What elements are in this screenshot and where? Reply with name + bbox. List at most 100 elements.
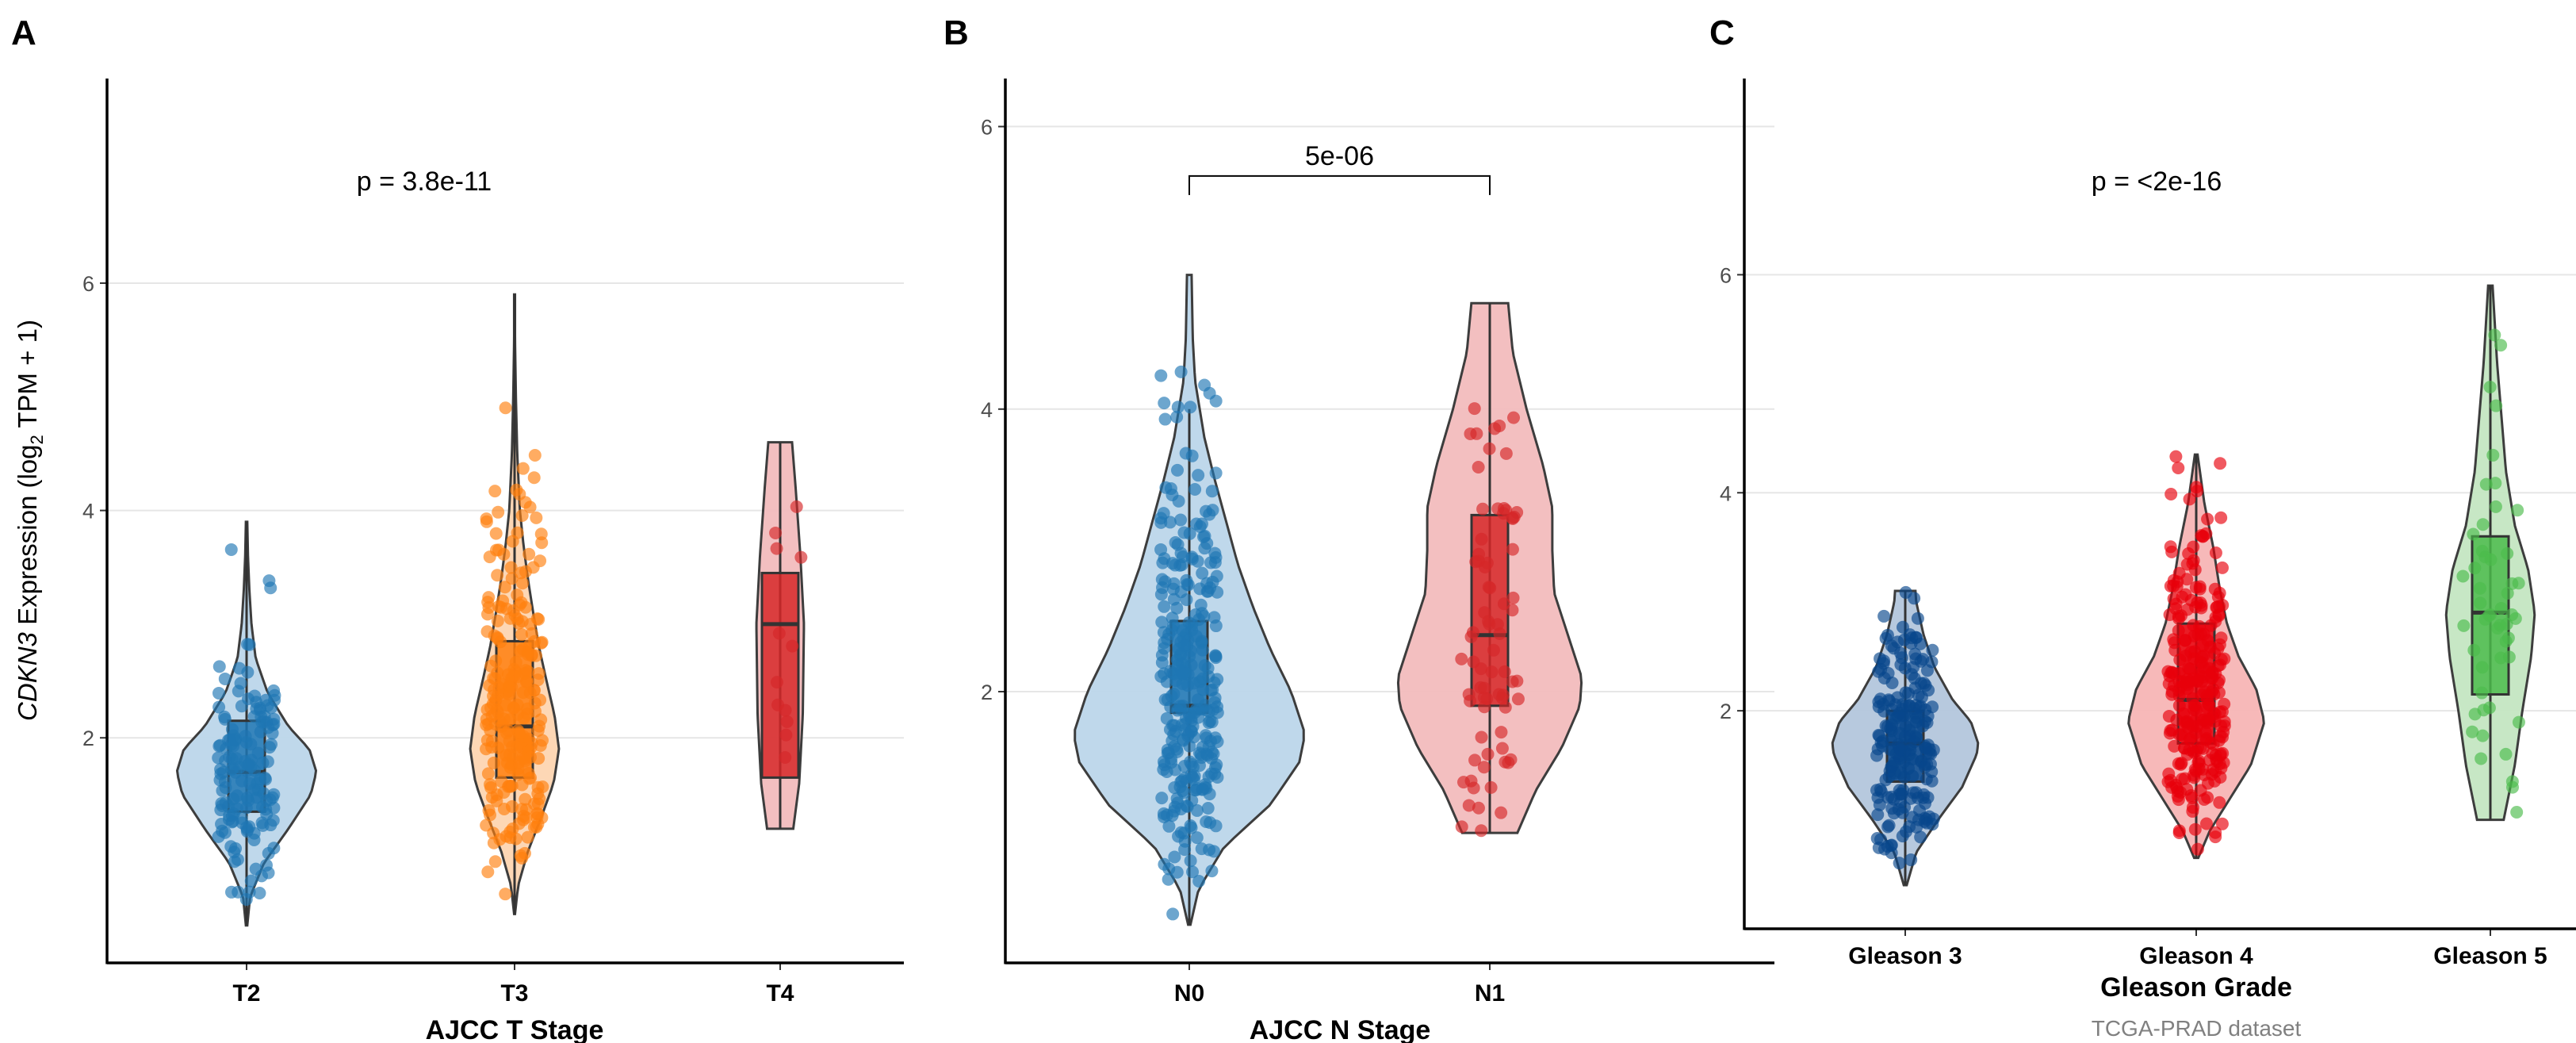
panel-b: 2 4 6 N0 N1 5e-06 (981, 79, 1774, 1007)
data-point (264, 701, 278, 715)
data-point (1171, 538, 1185, 551)
y-tick-label: 4 (981, 398, 993, 422)
data-point (2510, 805, 2524, 819)
data-point (267, 842, 281, 855)
data-point (2475, 752, 2488, 765)
data-point (1885, 639, 1898, 653)
data-point (1874, 736, 1888, 750)
data-point (519, 496, 532, 509)
data-point (535, 635, 549, 649)
data-point (2489, 500, 2502, 513)
data-point (1495, 692, 1509, 705)
data-point (1899, 686, 1912, 700)
data-point (1898, 730, 1912, 743)
data-point (1209, 819, 1223, 833)
data-point (1210, 569, 1223, 583)
data-point (1204, 684, 1218, 697)
data-point (2217, 725, 2230, 738)
data-point (772, 627, 786, 640)
data-point (2188, 823, 2202, 836)
data-point (1497, 597, 1510, 611)
data-point (1474, 681, 1487, 694)
data-point (2475, 686, 2489, 700)
data-point (1477, 761, 1491, 774)
data-point (2165, 545, 2179, 558)
data-point (1188, 483, 1202, 497)
x-tick-label: Gleason 4 (2139, 943, 2253, 969)
data-point (1482, 581, 1495, 594)
data-point (1918, 761, 1931, 774)
data-point (1202, 716, 1215, 730)
data-point (521, 707, 534, 721)
data-point (1165, 689, 1178, 703)
data-point (1464, 630, 1478, 643)
data-point (507, 669, 521, 683)
data-point (2186, 692, 2199, 705)
data-point (500, 756, 514, 769)
data-point (223, 809, 236, 823)
data-point (2199, 732, 2213, 746)
data-point (225, 885, 239, 899)
data-point (2165, 665, 2179, 679)
data-point (1191, 554, 1204, 568)
data-point (2190, 481, 2203, 494)
data-point (2512, 715, 2525, 729)
data-point (2209, 830, 2222, 844)
data-point (1475, 532, 1488, 546)
data-point (1455, 820, 1468, 834)
data-point (2478, 612, 2492, 626)
data-point (1175, 558, 1188, 572)
data-point (480, 515, 493, 528)
y-tick-label: 4 (82, 500, 94, 523)
data-point (1155, 792, 1169, 805)
x-tick-label: T3 (500, 980, 528, 1007)
data-point (1172, 830, 1185, 843)
data-point (2457, 619, 2471, 632)
data-point (1178, 717, 1192, 730)
data-point (1506, 591, 1520, 604)
data-point (2188, 563, 2202, 577)
data-point (1468, 402, 1481, 416)
data-point (1155, 615, 1169, 629)
x-tick-label: N1 (1475, 980, 1505, 1007)
data-point (2180, 573, 2194, 586)
data-point (232, 684, 245, 698)
data-point (1476, 502, 1490, 516)
data-point (1158, 600, 1171, 613)
data-point (1181, 577, 1194, 591)
data-point (241, 638, 255, 651)
y-tick-label: 6 (1720, 263, 1732, 287)
data-point (488, 855, 502, 869)
data-point (1158, 552, 1171, 566)
data-point (1909, 786, 1923, 800)
data-point (508, 608, 522, 622)
data-point (1196, 530, 1210, 543)
data-point (2201, 512, 2214, 526)
data-point (1190, 803, 1204, 817)
data-point (1158, 397, 1171, 410)
data-point (1917, 677, 1931, 690)
data-point (528, 449, 542, 462)
data-point (1472, 460, 1485, 474)
data-point (1468, 753, 1482, 767)
data-point (534, 554, 547, 568)
data-point (1155, 573, 1169, 586)
data-point (1925, 774, 1939, 788)
data-point (268, 688, 281, 702)
x-tick-label: T4 (766, 980, 794, 1007)
data-point (1188, 769, 1201, 783)
significance-bracket (1188, 174, 1491, 195)
data-point (523, 686, 537, 700)
data-point (2218, 697, 2231, 711)
data-point (1900, 699, 1913, 712)
data-point (239, 801, 253, 815)
data-point (1478, 606, 1491, 619)
data-point (531, 807, 545, 820)
data-point (790, 500, 803, 513)
data-point (248, 764, 262, 777)
data-point (2180, 717, 2194, 730)
data-point (260, 807, 274, 821)
data-point (2196, 762, 2210, 776)
data-point (214, 767, 228, 780)
data-point (1927, 743, 1940, 757)
